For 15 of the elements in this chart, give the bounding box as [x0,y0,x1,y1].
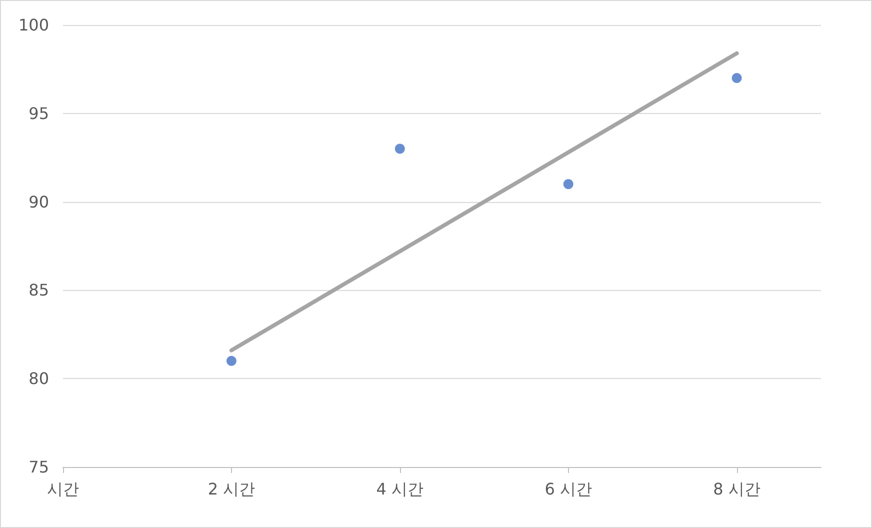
point [732,73,742,84]
x-tick-label: 4 시간 [376,480,424,498]
point [394,144,405,154]
x-tick-label: 6 시간 [544,480,592,498]
y-tick-label: 75 [28,458,49,476]
y-tick-label: 100 [18,16,49,34]
y-tick-label: 85 [28,280,49,300]
point [226,356,236,366]
x-tick-label: 시간 [47,480,79,498]
x-tick-label: 2 시간 [208,480,256,498]
y-tick-label: 80 [28,369,49,388]
point [563,179,574,190]
x-tick-label: 8 시간 [713,480,760,498]
y-tick-label: 95 [28,104,49,123]
y-tick-label: 90 [28,192,49,212]
